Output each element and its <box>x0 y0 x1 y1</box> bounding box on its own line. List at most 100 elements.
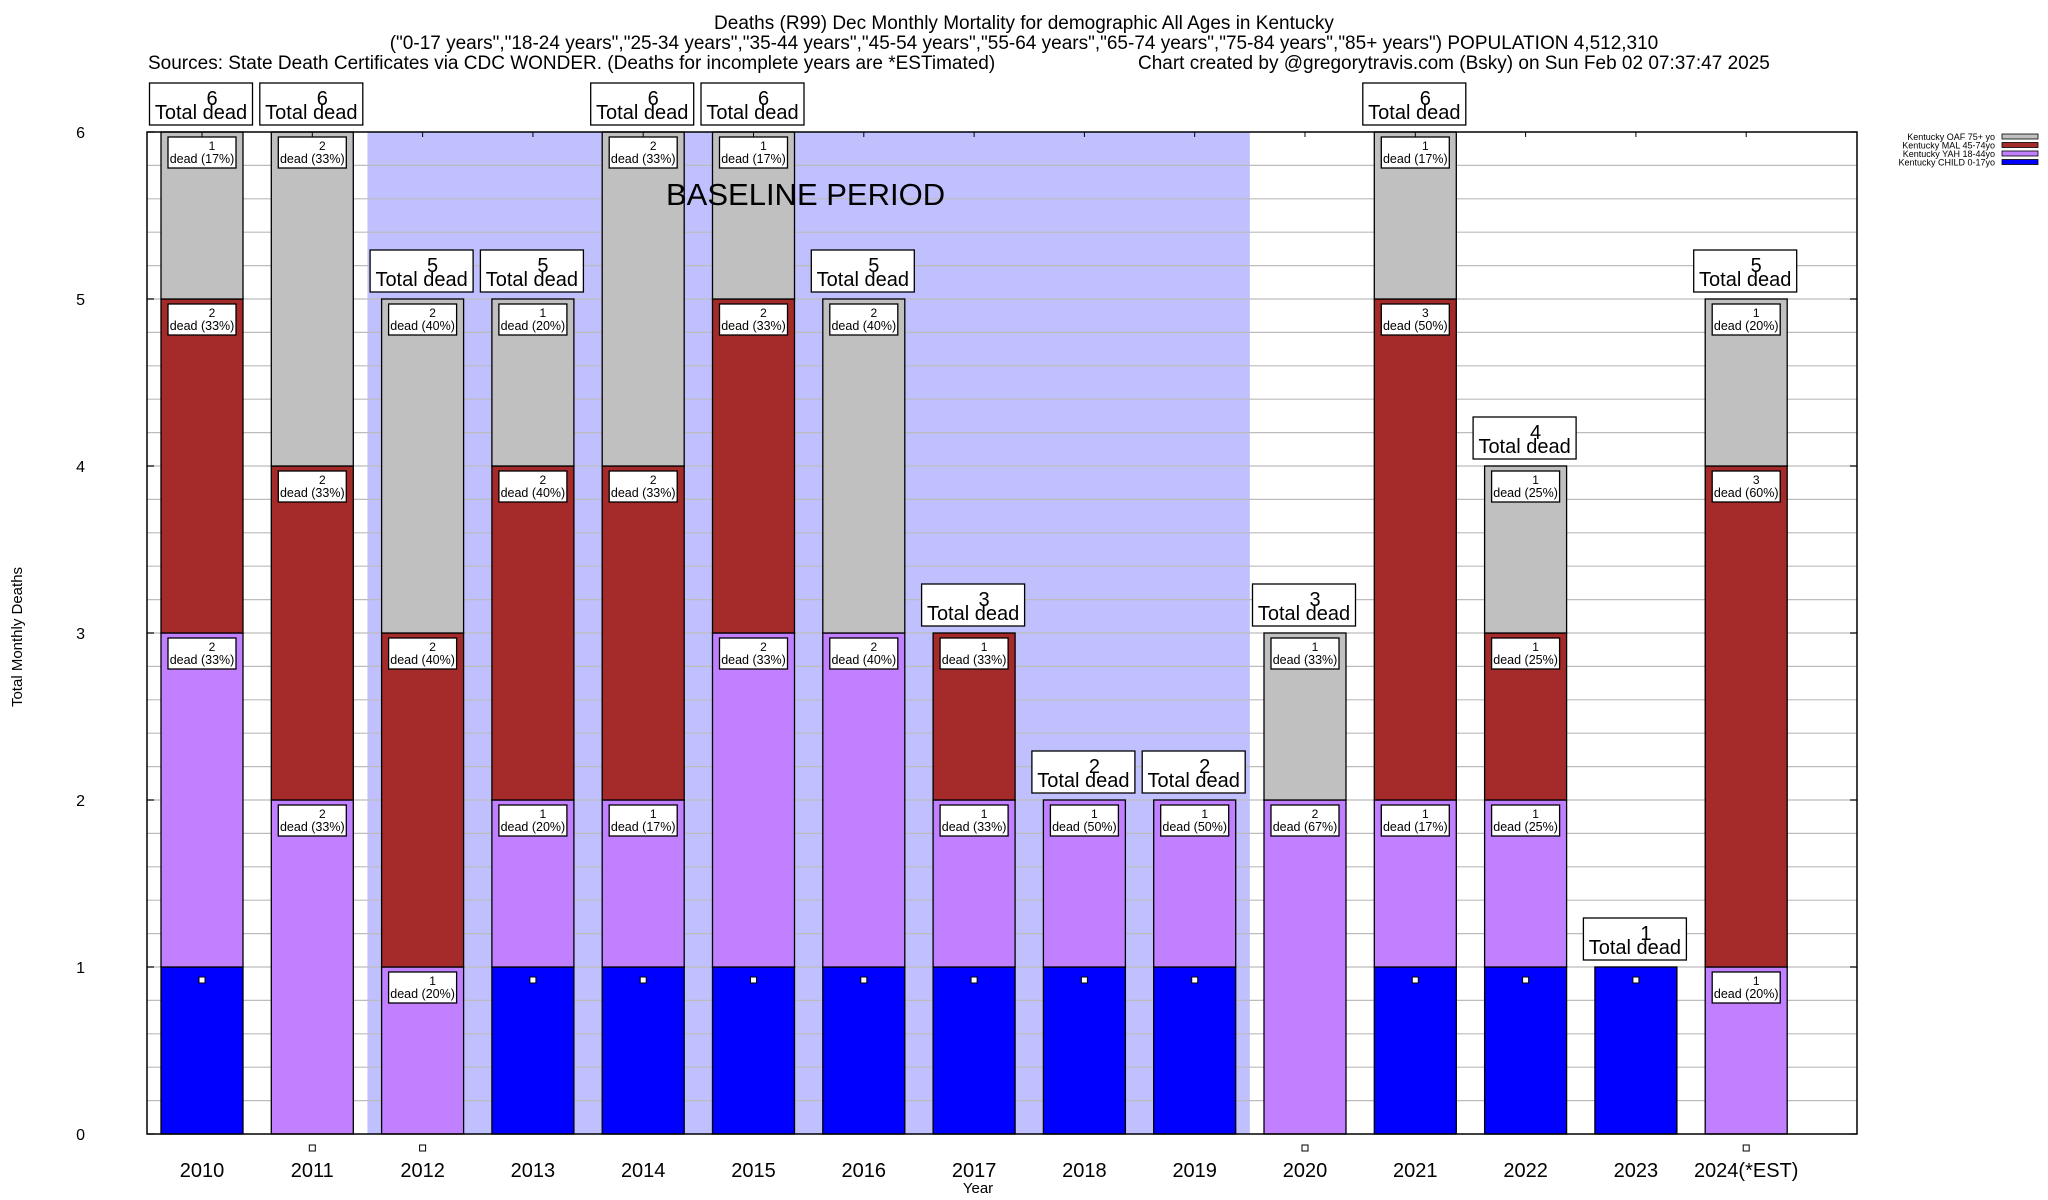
segment-label-count: 1 <box>1753 974 1760 988</box>
x-tick-label: 2021 <box>1393 1160 1438 1182</box>
segment-label-box <box>277 804 347 837</box>
x-tick-label: 2024(*EST) <box>1694 1160 1799 1182</box>
segment-label-pct: dead (33%) <box>611 152 676 166</box>
segment-label-pct: dead (20%) <box>1714 319 1779 333</box>
segment-label-pct: dead (40%) <box>831 319 896 333</box>
total-label-box <box>369 249 474 293</box>
x-tick-label: 2022 <box>1503 1160 1548 1182</box>
segment-label-box <box>498 470 568 503</box>
bar-segment <box>711 298 796 634</box>
segment-label-pct: dead (50%) <box>1383 319 1448 333</box>
total-label-text: Total dead <box>1037 770 1129 792</box>
segment-label-count: 1 <box>1532 473 1539 487</box>
x-tick-label: 2023 <box>1614 1160 1659 1182</box>
bar-segment <box>1373 298 1457 801</box>
total-label-box <box>259 82 364 126</box>
segment-label-count: 2 <box>1312 807 1319 821</box>
segment-label-count: 1 <box>1091 807 1098 821</box>
segment-label-count: 1 <box>1422 139 1429 153</box>
segment-label-box <box>608 804 678 837</box>
zero-marker <box>1301 1144 1309 1152</box>
bar-segment <box>601 966 685 1135</box>
segment-label-count: 1 <box>1312 640 1319 654</box>
segment-label-box <box>608 470 678 503</box>
x-tick-label: 2012 <box>400 1160 445 1182</box>
total-label-box <box>479 249 585 293</box>
total-label-text: Total dead <box>706 102 798 124</box>
segment-label-count: 2 <box>429 306 436 320</box>
bars <box>160 131 1788 1135</box>
legend-label: Kentucky MAL 45-74yo <box>1902 141 1995 151</box>
segment-label-pct: dead (33%) <box>280 152 345 166</box>
segment-marker <box>529 976 537 984</box>
total-label-value: 1 <box>1640 923 1651 945</box>
segment-marker <box>198 976 206 984</box>
segment-marker <box>1632 976 1640 984</box>
segment-label-count: 2 <box>319 807 326 821</box>
segment-label-count: 1 <box>209 139 216 153</box>
total-label-text: Total dead <box>1699 269 1791 291</box>
total-label-text: Total dead <box>1258 603 1350 625</box>
segment-label-pct: dead (17%) <box>1383 820 1448 834</box>
total-label-box <box>1251 583 1357 627</box>
segment-marker <box>860 976 868 984</box>
segment-label-box <box>939 637 1009 670</box>
segment-label-pct: dead (17%) <box>611 820 676 834</box>
total-label-box <box>1582 917 1688 961</box>
segment-label-pct: dead (33%) <box>721 319 786 333</box>
total-label-text: Total dead <box>1478 436 1570 458</box>
segment-label-pct: dead (40%) <box>831 653 896 667</box>
segment-label-pct: dead (17%) <box>1383 152 1448 166</box>
segment-label-box <box>1490 637 1561 670</box>
segment-label-count: 2 <box>870 640 877 654</box>
bar-segment <box>380 298 465 634</box>
total-label-text: Total dead <box>375 269 467 291</box>
bar-segment <box>160 632 244 968</box>
total-label-text: Total dead <box>596 102 688 124</box>
x-tick-label: 2020 <box>1283 1160 1328 1182</box>
segment-label-box <box>1270 637 1340 670</box>
segment-label-pct: dead (20%) <box>501 319 566 333</box>
bar-segment <box>932 966 1016 1135</box>
segment-label-pct: dead (50%) <box>1162 820 1227 834</box>
segment-label-box <box>1270 804 1340 837</box>
total-label-value: 2 <box>1089 756 1100 778</box>
segment-label-count: 3 <box>1753 473 1760 487</box>
x-axis-label: Year <box>963 1180 993 1197</box>
total-label-box <box>810 249 915 293</box>
segment-label-count: 2 <box>760 640 767 654</box>
chart-subtitle: ("0-17 years","18-24 years","25-34 years… <box>389 33 1659 54</box>
zero-marker <box>308 1144 316 1152</box>
baseline-period-label: BASELINE PERIOD <box>666 177 945 212</box>
chart-source: Sources: State Death Certificates via CD… <box>148 53 996 74</box>
bar-segment <box>1483 966 1568 1135</box>
segment-label-count: 1 <box>540 306 547 320</box>
bar-segment <box>1263 799 1347 1135</box>
total-label-value: 5 <box>868 255 879 277</box>
y-tick-label: 1 <box>76 960 85 977</box>
total-label-text: Total dead <box>1148 770 1240 792</box>
segment-label-box <box>939 804 1009 837</box>
segment-label-pct: dead (20%) <box>390 987 455 1001</box>
y-tick-label: 0 <box>76 1127 85 1144</box>
segment-label-count: 1 <box>981 807 988 821</box>
bar-segment <box>711 966 796 1135</box>
segment-label-pct: dead (25%) <box>1493 820 1558 834</box>
segment-label-pct: dead (40%) <box>501 486 566 500</box>
total-label-text: Total dead <box>265 102 357 124</box>
chart-credit: Chart created by @gregorytravis.com (Bsk… <box>1138 53 1770 74</box>
x-tick-label: 2015 <box>731 1160 776 1182</box>
x-tick-label: 2019 <box>1172 1160 1217 1182</box>
segment-label-pct: dead (40%) <box>390 319 455 333</box>
segment-label-box <box>1380 136 1450 169</box>
segment-label-pct: dead (33%) <box>721 653 786 667</box>
segment-label-box <box>1380 303 1450 336</box>
segment-label-box <box>167 136 237 169</box>
bar-segment <box>822 298 906 634</box>
y-tick-label: 3 <box>76 626 85 643</box>
bar-segment <box>160 298 244 634</box>
total-label-value: 6 <box>1420 88 1431 110</box>
segment-label-box <box>167 637 237 670</box>
